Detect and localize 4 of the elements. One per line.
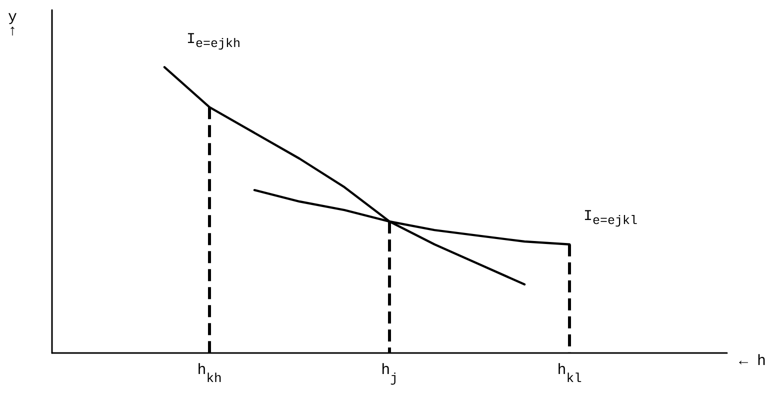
series-label: I$_{e=ejkh}$ [186,31,241,52]
x-axis-title: ← h [739,353,766,370]
y-axis-title: y↑ [8,9,18,40]
series-label: I$_{e=ejkl}$ [584,208,638,228]
